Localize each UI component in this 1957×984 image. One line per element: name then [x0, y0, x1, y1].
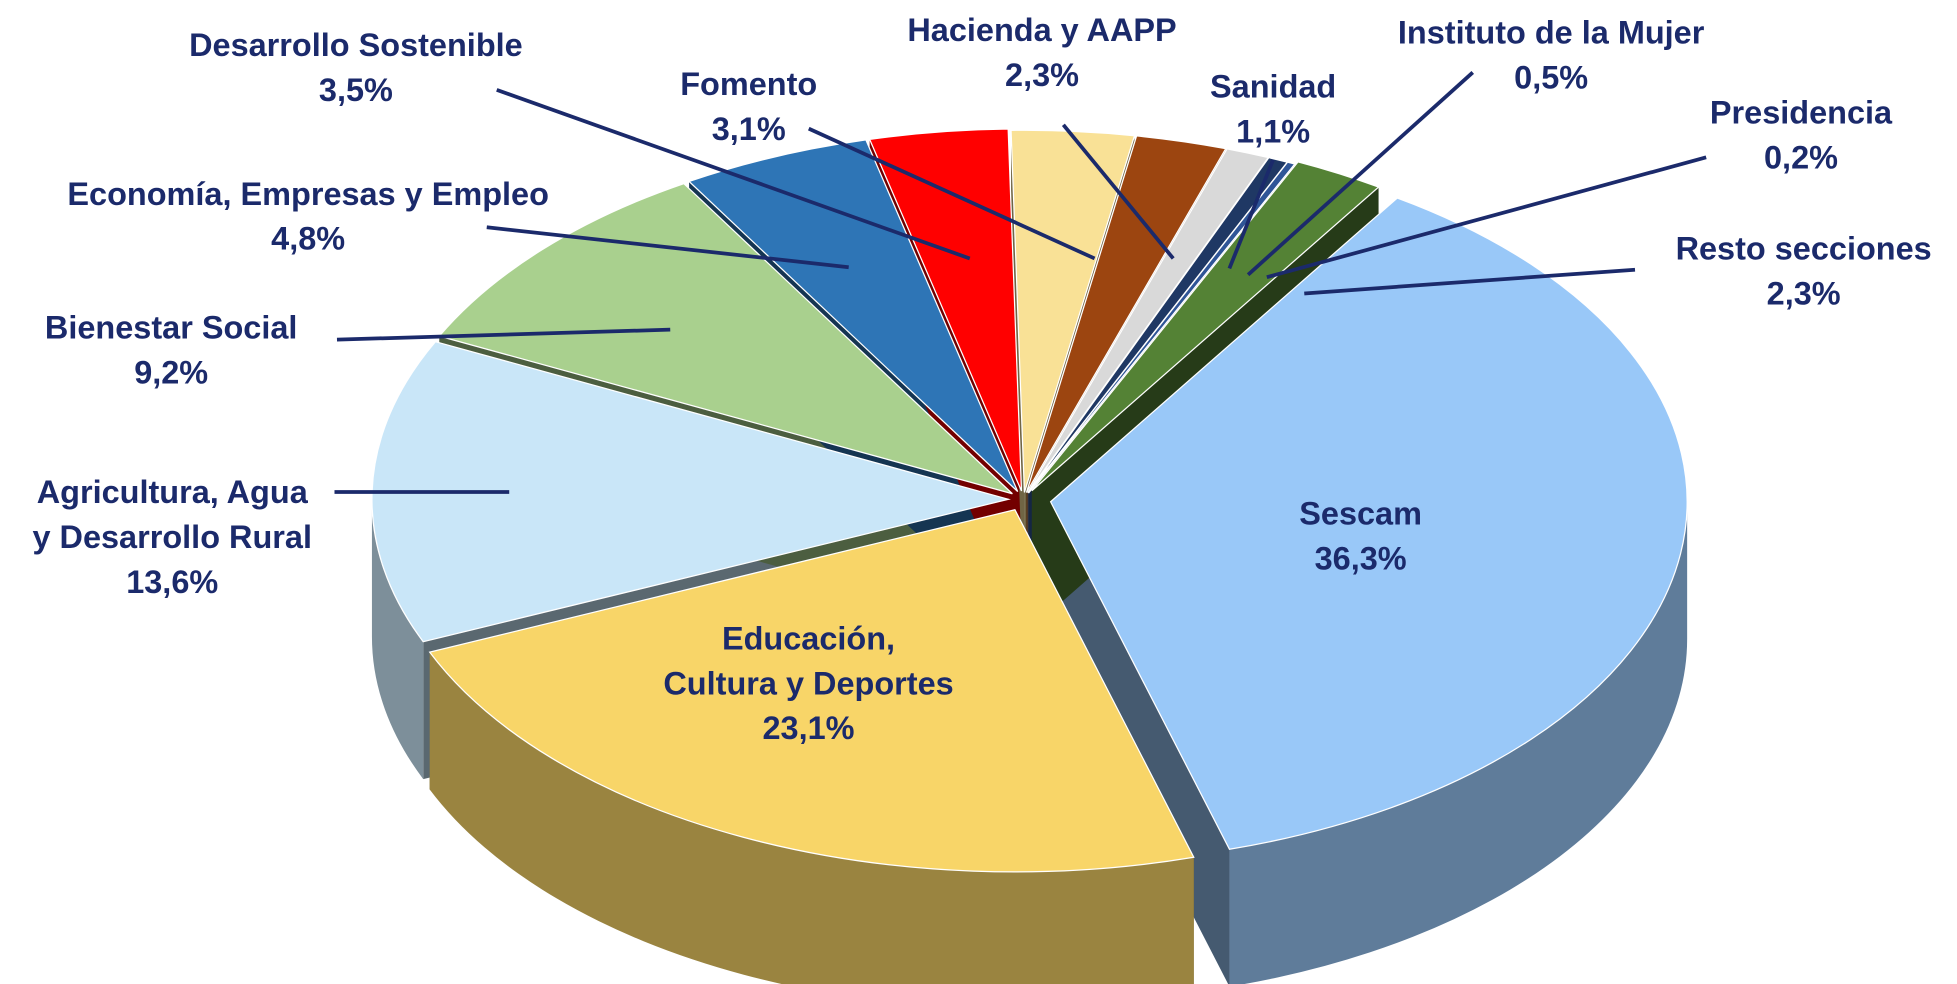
slice — [1031, 161, 1380, 492]
leader-line — [1304, 267, 1636, 296]
pie-tops — [371, 128, 1688, 873]
slice-side — [429, 652, 1194, 984]
category-label: Hacienda y AAPP — [907, 11, 1177, 49]
slice-label: Sanidad 1,1% — [1210, 64, 1336, 154]
category-label: Desarrollo Sostenible — [189, 26, 523, 64]
slice-label: Bienestar Social 9,2% — [45, 305, 298, 395]
value-label: 0,5% — [1514, 58, 1589, 97]
slice — [868, 128, 1023, 492]
category-label: Fomento — [680, 64, 818, 103]
leader-line — [1266, 155, 1707, 280]
category-label: Presidencia — [1709, 93, 1893, 132]
value-label: 36,3% — [1314, 539, 1407, 577]
leader-line — [1246, 71, 1475, 277]
slice-side — [1229, 501, 1688, 984]
leader-line — [807, 126, 1096, 261]
value-label: 4,8% — [271, 219, 346, 258]
leader-line — [486, 225, 849, 270]
slice — [1010, 129, 1136, 493]
slice-label: Sescam 36,3% — [1299, 491, 1422, 581]
slice-label: Educación, Cultura y Deportes 23,1% — [663, 616, 953, 751]
category-label: Sanidad — [1210, 67, 1337, 105]
slice-label: Fomento 3,1% — [680, 61, 817, 151]
category-label: Sescam — [1299, 494, 1422, 532]
value-label: 2,3% — [1766, 274, 1841, 313]
slice — [428, 509, 1195, 873]
category-label: Resto secciones — [1675, 229, 1932, 268]
slice-label: Hacienda y AAPP 2,3% — [907, 7, 1176, 97]
value-label: 9,2% — [134, 353, 209, 391]
value-label: 23,1% — [762, 709, 855, 747]
value-label: 1,1% — [1236, 112, 1311, 150]
leader-line — [1061, 123, 1175, 260]
slice-label: Instituto de la Mujer 0,5% — [1398, 10, 1705, 100]
slice-label: Resto secciones 2,3% — [1676, 226, 1932, 316]
leader-line — [496, 88, 971, 261]
slice — [687, 139, 1019, 493]
slice-label: Presidencia 0,2% — [1710, 90, 1892, 180]
category-label: Economía, Empresas y Empleo — [67, 174, 549, 213]
leader-line — [1227, 159, 1275, 270]
category-label: Agricultura, Agua y Desarrollo Rural — [32, 473, 313, 556]
category-label: Instituto de la Mujer — [1397, 13, 1705, 52]
slice — [1025, 135, 1227, 493]
slice-label: Economía, Empresas y Empleo 4,8% — [67, 171, 549, 261]
value-label: 3,5% — [318, 71, 393, 109]
value-label: 13,6% — [126, 563, 219, 601]
value-label: 3,1% — [711, 109, 786, 148]
slice-label: Agricultura, Agua y Desarrollo Rural 13,6… — [32, 470, 312, 605]
slice — [1049, 197, 1688, 850]
slice — [1028, 161, 1296, 494]
value-label: 2,3% — [1005, 56, 1080, 94]
value-label: 0,2% — [1764, 138, 1838, 177]
leader-line — [336, 327, 671, 342]
slice-label: Desarrollo Sostenible 3,5% — [189, 22, 523, 112]
category-label: Bienestar Social — [44, 308, 298, 346]
slice — [438, 182, 1013, 495]
category-label: Educación, Cultura y Deportes — [663, 619, 954, 702]
slice-side — [371, 499, 424, 780]
